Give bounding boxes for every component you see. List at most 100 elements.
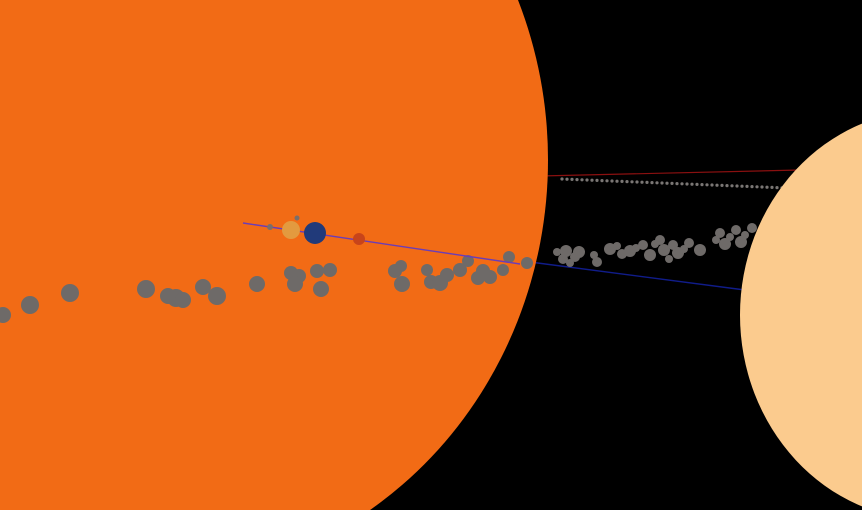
asteroid [573,246,585,258]
asteroid [735,184,739,188]
asteroid [726,233,734,241]
asteroid [684,238,694,248]
asteroid [560,245,572,257]
asteroid [650,181,654,185]
red-planet[interactable] [353,233,365,245]
asteroid [660,181,664,185]
asteroid [625,180,629,184]
asteroid [694,244,706,256]
asteroid [503,251,515,263]
asteroid [720,183,724,187]
blue-orbit-line [529,261,746,291]
asteroid [735,236,747,248]
asteroid [750,185,754,189]
asteroid [553,248,561,256]
asteroid [310,264,324,278]
asteroid [440,268,454,282]
asteroid [675,182,679,186]
asteroid [137,280,155,298]
asteroid [61,284,79,302]
asteroid [600,179,604,183]
asteroid [755,185,759,189]
asteroid [715,228,725,238]
asteroid [630,180,634,184]
asteroid [747,223,757,233]
asteroid [760,185,764,189]
asteroid [635,180,639,184]
asteroid [590,178,594,182]
large-orange-star [0,0,548,510]
asteroid [655,235,665,245]
asteroid [592,257,602,267]
asteroid [670,181,674,185]
asteroid [313,281,329,297]
asteroid [710,183,714,187]
asteroid [615,179,619,183]
asteroid [483,270,497,284]
asteroid [323,263,337,277]
asteroid [690,182,694,186]
asteroid [462,255,474,267]
asteroid [620,179,624,183]
asteroid [655,181,659,185]
small-grey-moon [267,224,273,230]
asteroid [497,264,509,276]
asteroid [658,244,670,256]
small-grey-moon [294,215,300,221]
asteroid [249,276,265,292]
asteroid [394,276,410,292]
asteroid [195,279,211,295]
asteroid [700,183,704,187]
asteroid [0,307,11,323]
asteroid [665,181,669,185]
asteroid [590,251,598,259]
asteroid [585,178,589,182]
asteroid [521,257,533,269]
pale-star [740,123,862,507]
asteroid [740,184,744,188]
asteroid [685,182,689,186]
near-asteroid-belt [0,251,533,323]
asteroid [175,292,191,308]
asteroid [570,177,574,181]
asteroid [665,255,673,263]
asteroid [575,178,579,182]
asteroid [421,264,433,276]
asteroid [632,244,640,252]
asteroid [741,231,749,239]
asteroid [560,177,564,181]
mid-asteroid-belt [553,223,757,267]
asteroid [645,180,649,184]
asteroid [580,178,584,182]
asteroid [730,184,734,188]
asteroid [668,240,678,250]
asteroid [287,276,303,292]
asteroid [770,185,774,189]
asteroid [775,186,779,190]
asteroid [725,184,729,188]
asteroid [565,177,569,181]
blue-planet[interactable] [304,222,326,244]
asteroid [638,240,648,250]
asteroid [613,242,621,250]
asteroid [712,236,720,244]
asteroid [731,225,741,235]
asteroid [453,263,467,277]
asteroid [208,287,226,305]
asteroid [21,296,39,314]
asteroid [644,249,656,261]
asteroid [595,178,599,182]
asteroid [715,183,719,187]
asteroid [605,179,609,183]
asteroid [395,260,407,272]
asteroid [640,180,644,184]
asteroid [695,182,699,186]
red-orbit-line [539,169,801,177]
asteroid [745,184,749,188]
asteroid [705,183,709,187]
asteroid [719,238,731,250]
orange-planet[interactable] [282,221,300,239]
asteroid [610,179,614,183]
